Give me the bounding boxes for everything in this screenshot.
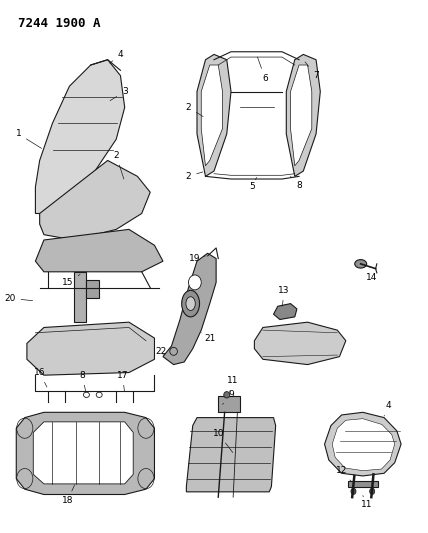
Polygon shape [74, 272, 86, 322]
Text: 8: 8 [291, 176, 302, 190]
Polygon shape [291, 65, 312, 166]
Text: 16: 16 [34, 368, 47, 387]
Text: 10: 10 [213, 429, 233, 453]
Polygon shape [186, 418, 276, 492]
Text: 15: 15 [62, 274, 80, 287]
Polygon shape [33, 422, 133, 484]
Text: 4: 4 [110, 50, 123, 63]
Ellipse shape [351, 488, 356, 495]
Polygon shape [36, 60, 125, 214]
Text: 4: 4 [384, 401, 391, 416]
Text: 21: 21 [201, 333, 215, 343]
Polygon shape [16, 413, 155, 495]
Polygon shape [27, 322, 155, 375]
Polygon shape [254, 322, 346, 365]
Polygon shape [86, 280, 99, 298]
Polygon shape [163, 253, 216, 365]
Text: 12: 12 [336, 466, 352, 482]
Text: 9: 9 [223, 390, 234, 405]
Text: 13: 13 [278, 286, 290, 306]
Text: 5: 5 [250, 177, 256, 191]
Ellipse shape [186, 297, 195, 311]
Text: 2: 2 [186, 103, 203, 117]
Text: 2: 2 [113, 151, 124, 179]
Polygon shape [332, 419, 395, 471]
Text: 19: 19 [189, 254, 205, 263]
Text: 7244 1900 A: 7244 1900 A [18, 17, 101, 30]
Polygon shape [197, 54, 231, 176]
Text: 18: 18 [62, 485, 74, 505]
Ellipse shape [188, 275, 201, 290]
Polygon shape [348, 481, 378, 487]
Polygon shape [273, 304, 297, 319]
Polygon shape [218, 397, 240, 413]
Polygon shape [201, 65, 223, 166]
Text: 7: 7 [305, 62, 319, 80]
Text: 1: 1 [15, 130, 42, 148]
Ellipse shape [224, 392, 230, 398]
Text: 14: 14 [366, 266, 377, 281]
Ellipse shape [370, 488, 375, 495]
Ellipse shape [181, 290, 199, 317]
Ellipse shape [355, 260, 367, 268]
Polygon shape [324, 413, 401, 476]
Polygon shape [286, 54, 320, 176]
Text: 3: 3 [110, 87, 128, 101]
Text: 11: 11 [227, 376, 239, 392]
Text: 11: 11 [360, 496, 372, 508]
Text: 6: 6 [258, 57, 268, 83]
Text: 22: 22 [155, 347, 166, 356]
Text: 17: 17 [117, 370, 128, 391]
Text: 2: 2 [186, 172, 203, 181]
Text: 8: 8 [79, 370, 86, 392]
Polygon shape [36, 229, 163, 272]
Text: 20: 20 [4, 294, 33, 303]
Polygon shape [40, 160, 150, 240]
